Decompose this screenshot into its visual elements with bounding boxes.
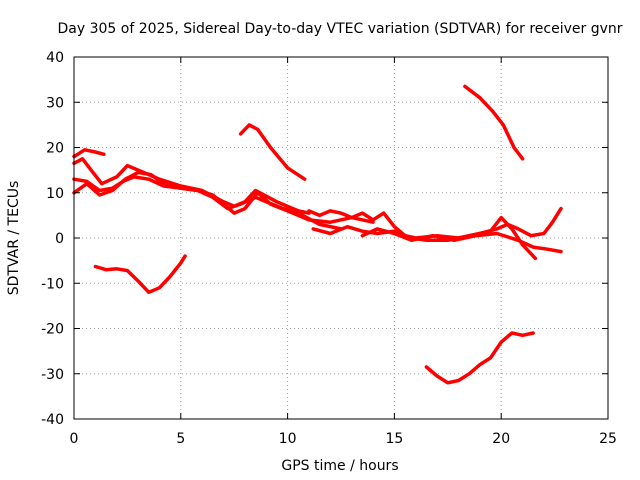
- data-series: [72, 84, 563, 385]
- series-arc-7: [307, 206, 563, 240]
- y-tick-label: -30: [41, 367, 64, 383]
- series-arc-5: [93, 254, 187, 295]
- x-tick-label: 20: [492, 431, 510, 447]
- grid-lines: [74, 57, 608, 419]
- x-tick-label: 15: [385, 431, 403, 447]
- series-arc-1: [72, 148, 106, 159]
- x-tick-label: 5: [176, 431, 185, 447]
- y-tick-label: -10: [41, 276, 64, 292]
- y-tick-label: 10: [46, 186, 64, 202]
- series-arc-4: [72, 170, 375, 224]
- series-arc-11: [424, 331, 535, 385]
- series-arc-10: [463, 84, 525, 161]
- y-tick-label: -20: [41, 322, 64, 338]
- y-tick-labels: 40 30 20 10 0 -10 -20 -30 -40: [41, 50, 64, 428]
- axis-ticks: [73, 56, 609, 420]
- y-tick-label: 30: [46, 95, 64, 111]
- x-tick-label: 10: [279, 431, 297, 447]
- x-tick-labels: 0 5 10 15 20 25: [70, 431, 617, 447]
- series-arc-9: [360, 227, 563, 254]
- x-tick-label: 25: [599, 431, 617, 447]
- chart-title: Day 305 of 2025, Sidereal Day-to-day VTE…: [57, 21, 622, 37]
- y-tick-label: 0: [55, 231, 64, 247]
- y-tick-label: 20: [46, 141, 64, 157]
- y-tick-label: -40: [41, 412, 64, 428]
- series-arc-6: [238, 123, 307, 181]
- series-arc-8: [311, 215, 538, 261]
- x-tick-label: 0: [70, 431, 79, 447]
- series-arc-3: [72, 175, 343, 231]
- y-tick-label: 40: [46, 50, 64, 66]
- y-axis-title: SDTVAR / TECUs: [6, 181, 22, 296]
- x-axis-title: GPS time / hours: [281, 458, 398, 474]
